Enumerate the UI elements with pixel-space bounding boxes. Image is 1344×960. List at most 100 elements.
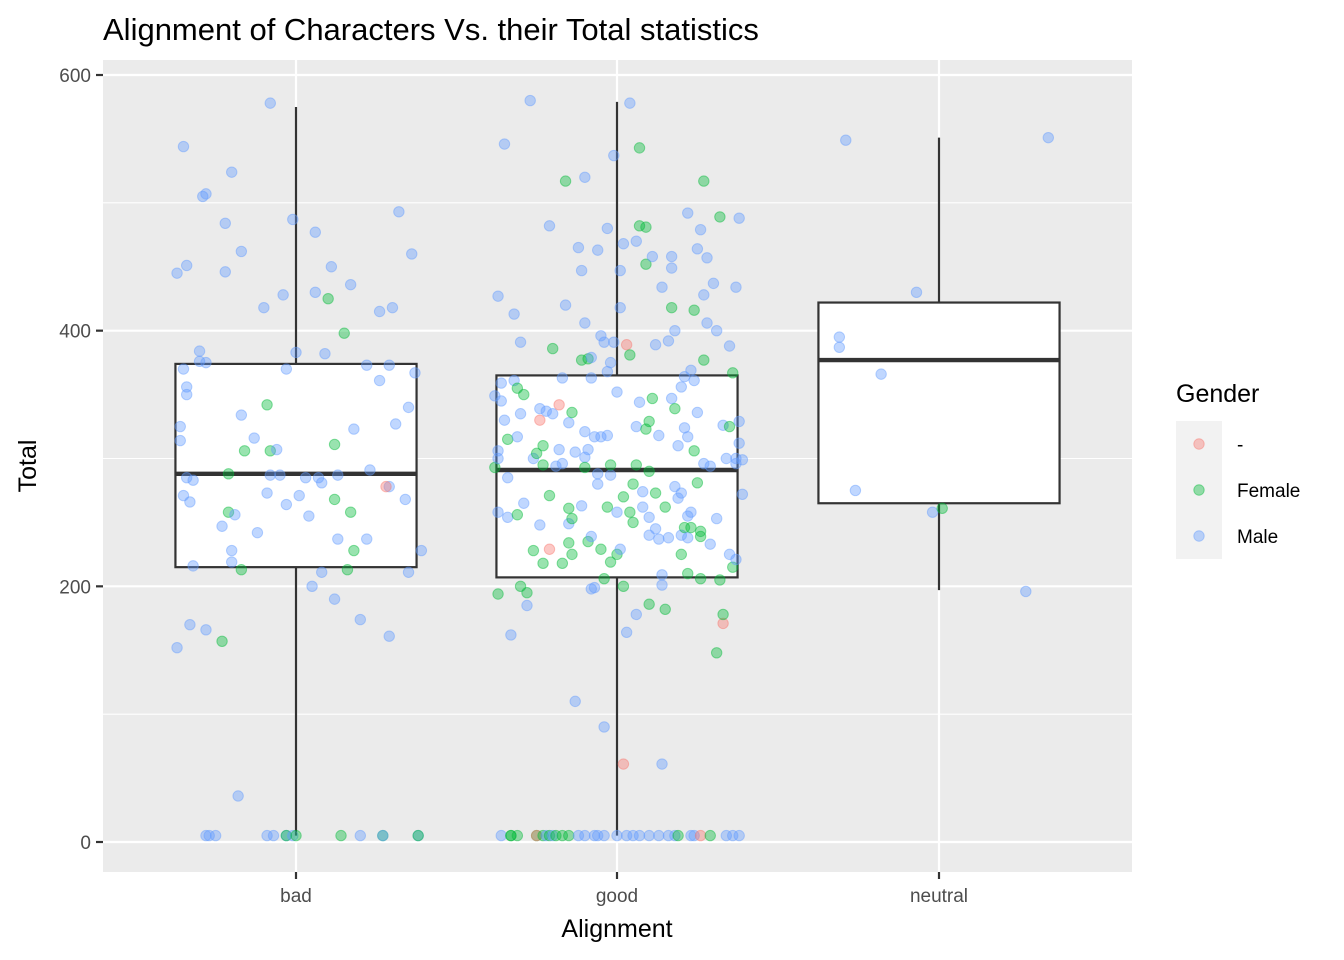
data-point — [316, 566, 328, 578]
legend-label: Female — [1237, 481, 1300, 502]
data-point — [620, 626, 633, 639]
data-point — [653, 429, 665, 442]
data-point — [614, 301, 626, 314]
data-point — [698, 175, 710, 187]
data-point — [197, 190, 209, 203]
data-point — [714, 574, 726, 586]
data-point — [688, 445, 700, 457]
data-point — [637, 501, 649, 513]
data-point — [492, 506, 504, 518]
data-point — [585, 583, 597, 595]
data-point — [714, 211, 726, 223]
data-point — [720, 452, 733, 465]
data-point — [177, 363, 190, 375]
data-point — [675, 487, 687, 499]
data-point — [617, 758, 630, 770]
data-point — [643, 465, 655, 477]
data-point — [226, 166, 238, 178]
data-point — [730, 281, 742, 293]
data-point — [492, 588, 504, 600]
data-point — [710, 324, 723, 337]
data-point — [678, 370, 691, 383]
data-point — [659, 501, 671, 513]
data-point — [174, 434, 186, 447]
data-point — [685, 521, 697, 534]
data-point — [377, 829, 389, 842]
data-point — [710, 512, 723, 525]
box-neutral — [817, 301, 1061, 505]
data-point — [328, 593, 341, 605]
data-point — [579, 425, 591, 438]
data-point — [547, 829, 559, 842]
data-point — [361, 359, 373, 371]
data-point — [501, 511, 514, 524]
data-point — [251, 526, 264, 539]
data-point — [656, 281, 668, 293]
data-point — [936, 502, 948, 515]
data-point — [508, 308, 520, 320]
data-point — [267, 829, 280, 842]
data-point — [332, 533, 344, 545]
data-point — [665, 250, 678, 263]
data-point — [492, 445, 504, 457]
data-point — [910, 286, 923, 299]
data-point — [598, 336, 610, 348]
data-point — [200, 624, 212, 636]
data-point — [527, 544, 540, 557]
data-point — [306, 580, 318, 593]
data-point — [184, 496, 196, 508]
data-point — [537, 829, 549, 842]
data-point — [511, 829, 524, 842]
data-point — [579, 829, 591, 842]
data-point — [537, 440, 549, 452]
data-point — [698, 289, 710, 301]
data-point — [412, 829, 424, 842]
data-point — [572, 829, 585, 842]
legend-key — [1176, 513, 1222, 559]
data-point — [271, 443, 283, 456]
data-point — [514, 336, 527, 348]
data-point — [530, 447, 543, 460]
data-point — [653, 533, 665, 545]
data-point — [540, 405, 552, 417]
data-point — [563, 829, 575, 842]
data-point — [617, 238, 630, 250]
data-point — [575, 264, 588, 277]
data-point — [537, 557, 549, 570]
data-point — [383, 359, 395, 371]
data-point — [322, 293, 334, 305]
data-point — [678, 422, 691, 434]
data-point — [643, 529, 655, 541]
data-point — [543, 829, 556, 842]
data-point — [187, 474, 199, 486]
data-point — [723, 340, 736, 352]
data-point — [630, 420, 642, 433]
data-point — [672, 440, 684, 452]
data-point — [550, 460, 562, 472]
data-point — [180, 471, 193, 484]
data-point — [669, 402, 681, 415]
data-point — [200, 188, 212, 200]
data-point — [226, 556, 238, 568]
data-point — [377, 829, 389, 842]
data-point — [669, 324, 681, 337]
data-point — [592, 468, 604, 480]
data-point — [328, 438, 341, 451]
data-point — [849, 484, 862, 497]
data-point — [694, 223, 707, 236]
data-point — [710, 647, 723, 659]
data-point — [524, 94, 536, 107]
data-point — [598, 721, 610, 733]
data-point — [312, 471, 325, 484]
data-point — [380, 480, 392, 493]
data-point — [287, 213, 299, 226]
data-point — [582, 535, 594, 548]
data-point — [530, 829, 543, 842]
data-point — [489, 461, 501, 474]
data-point — [543, 543, 556, 555]
chart-title: Alignment of Characters Vs. their Total … — [103, 12, 759, 47]
data-point — [733, 437, 745, 449]
data-point — [319, 347, 331, 360]
data-point — [559, 175, 572, 187]
